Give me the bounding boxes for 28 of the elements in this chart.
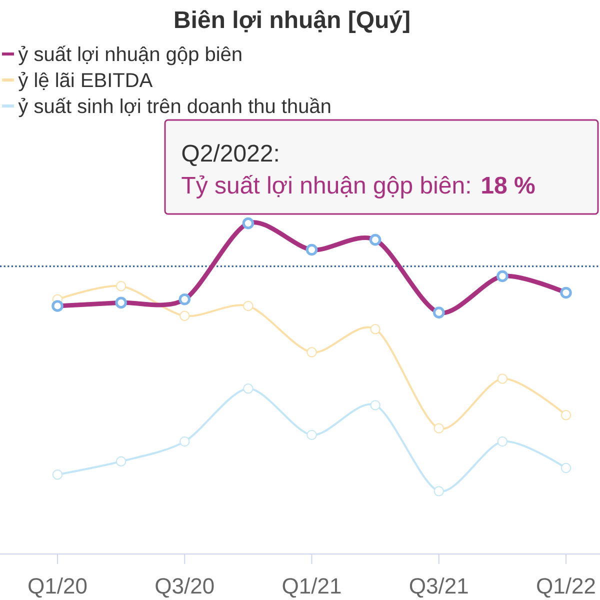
point [116, 456, 126, 466]
point [306, 347, 317, 358]
x-tick-label: Q1/21 [282, 578, 341, 598]
point [52, 470, 63, 480]
text: Tỷ suất lợi nhuận gộp biên: 18 % [182, 175, 535, 198]
point [434, 486, 444, 496]
point [497, 436, 508, 447]
legend-label: ỷ suất lợi nhuận gộp biên [18, 46, 242, 66]
point [116, 281, 126, 292]
point [243, 300, 254, 312]
point [434, 423, 444, 434]
legend-label: ỷ suất sinh lợi trên doanh thu thuần [18, 98, 330, 118]
chart-title: Biên lợi nhuận [Quý] [175, 10, 410, 33]
point [243, 384, 254, 394]
x-tick-label: Q1/22 [537, 578, 595, 598]
point [370, 400, 380, 410]
x-tick-label: Q1/20 [28, 578, 87, 598]
x-tick-label: Q3/21 [410, 578, 468, 598]
legend-label: ỷ lệ lãi EBITDA [18, 72, 153, 92]
point [370, 324, 380, 334]
x-tick-label: Q3/20 [156, 578, 214, 598]
point [560, 462, 572, 474]
point [306, 430, 317, 440]
text: Q2/2022: [182, 144, 278, 166]
point [180, 310, 190, 321]
point [180, 436, 190, 447]
point [497, 374, 508, 384]
point [560, 410, 572, 420]
